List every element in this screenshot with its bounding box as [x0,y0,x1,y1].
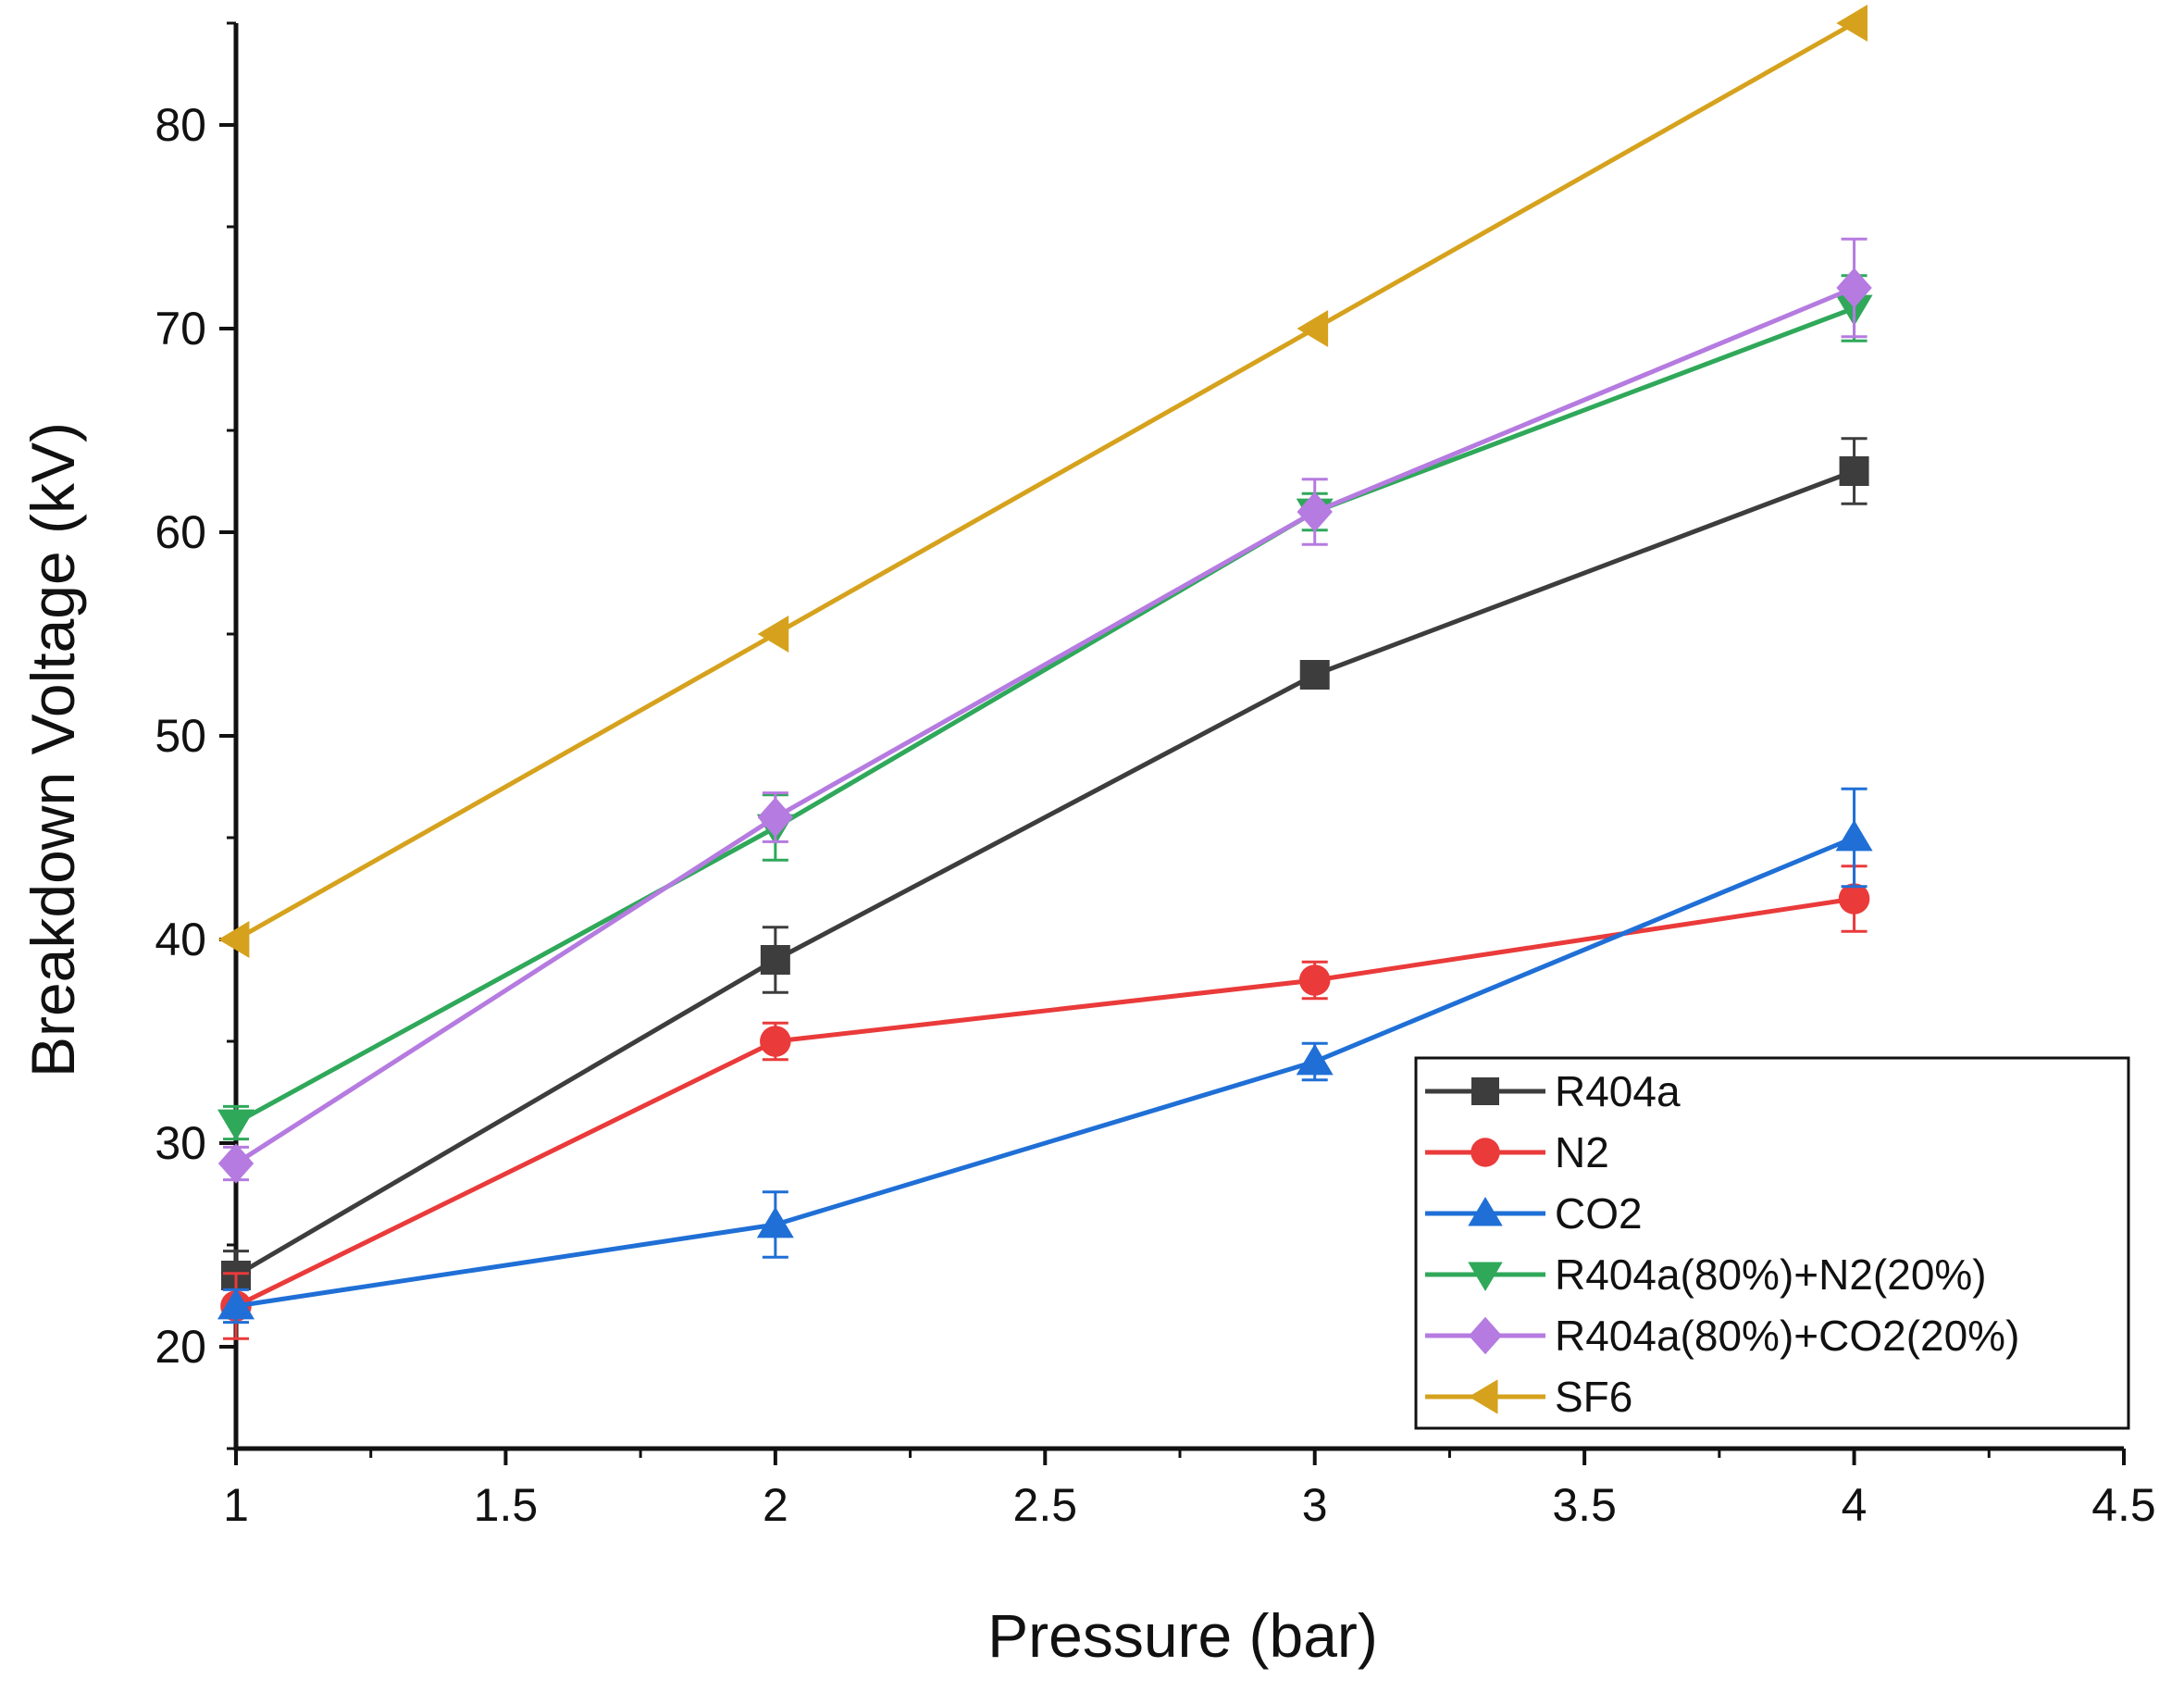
y-tick-label: 70 [155,303,206,355]
legend-label: N2 [1555,1128,1609,1176]
legend-item: CO2 [1425,1189,1643,1238]
data-point [217,1288,254,1320]
x-tick-label: 2.5 [1013,1479,1078,1531]
legend-marker [1469,1316,1502,1355]
y-tick-label: 30 [155,1117,206,1169]
legend-marker [1470,1138,1500,1167]
legend-box [1414,1056,2130,1430]
data-point [1838,883,1870,914]
data-point [1839,456,1869,486]
data-point [760,945,790,975]
legend-marker [1469,1379,1498,1414]
x-tick-label: 1 [223,1479,249,1531]
x-tick-label: 3 [1302,1479,1328,1531]
series-line [235,835,1855,1309]
axis-ticks: 1 1.5 2 2.5 3 3.5 4 4.5 20 30 40 50 60 70 80 [155,21,2156,1531]
data-point [1297,310,1329,347]
x-tick-label: 4.5 [2091,1479,2156,1531]
series-line [234,20,1855,942]
legend-marker [1468,1197,1503,1226]
data-point [217,921,250,958]
legend-label: SF6 [1555,1373,1632,1421]
x-tick-label: 2 [763,1479,788,1531]
y-tick-label: 80 [155,99,206,151]
legend-label: CO2 [1555,1189,1643,1238]
series-line [234,305,1855,1126]
series-co2 [217,787,1873,1325]
y-tick-label: 60 [155,506,206,558]
data-point [217,1143,254,1184]
x-tick-label: 3.5 [1552,1479,1617,1531]
legend-label: R404a(80%)+N2(20%) [1555,1250,1987,1299]
data-point [1296,1043,1334,1076]
data-point [1299,660,1330,690]
legend-item: R404a(80%)+CO2(20%) [1425,1312,2019,1360]
series-line [234,896,1855,1309]
data-point [760,1026,791,1057]
legend-marker [1471,1077,1499,1105]
y-tick-label: 40 [155,914,206,965]
legend-item: R404a [1425,1067,1681,1115]
y-axis-title: Breakdown Voltage (kV) [19,422,87,1077]
series-r404a-80-co2-20 [217,237,1872,1184]
x-tick-label: 4 [1842,1479,1868,1531]
legend-marker [1468,1262,1503,1291]
series-group [217,5,1873,1340]
data-point [217,1109,254,1141]
y-tick-label: 50 [155,710,206,762]
legend-label: R404a [1555,1067,1681,1115]
series-line [234,468,1855,1278]
data-point [1835,819,1873,852]
series-line [234,285,1855,1166]
data-point [1836,267,1872,308]
data-point [756,1206,794,1238]
data-point [757,797,794,838]
legend-item: N2 [1425,1128,1609,1176]
y-tick-label: 20 [155,1321,206,1373]
data-point [757,616,789,653]
data-point [1297,491,1333,532]
legend: R404a N2 CO2 R404a(80%)+N2(20%) R404a(80%)+C… [1414,1056,2130,1430]
data-point [1836,5,1868,42]
legend-label: R404a(80%)+CO2(20%) [1555,1312,2019,1360]
x-axis-title: Pressure (bar) [987,1601,1378,1670]
series-sf6 [217,5,1868,958]
legend-item: SF6 [1425,1373,1632,1421]
x-tick-label: 1.5 [474,1479,539,1531]
data-point [1298,964,1331,996]
legend-item: R404a(80%)+N2(20%) [1425,1250,1987,1299]
